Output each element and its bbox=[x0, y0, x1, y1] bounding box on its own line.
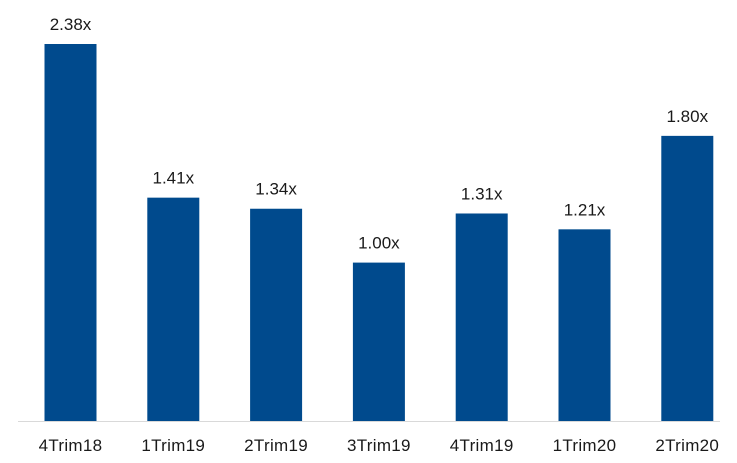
data-label-2Trim20: 1.80x bbox=[667, 107, 709, 126]
bar-1Trim19 bbox=[147, 197, 200, 421]
bar-1Trim20 bbox=[558, 229, 611, 421]
category-label-1Trim20: 1Trim20 bbox=[553, 436, 617, 455]
data-label-1Trim19: 1.41x bbox=[153, 169, 195, 188]
data-label-3Trim19: 1.00x bbox=[358, 234, 400, 253]
data-label-1Trim20: 1.21x bbox=[564, 200, 606, 219]
bar-3Trim19 bbox=[352, 262, 405, 421]
data-label-4Trim19: 1.31x bbox=[461, 184, 503, 203]
category-label-4Trim18: 4Trim18 bbox=[39, 436, 103, 455]
category-label-4Trim19: 4Trim19 bbox=[450, 436, 514, 455]
data-label-2Trim19: 1.34x bbox=[255, 180, 297, 199]
bars-group bbox=[44, 44, 714, 421]
data-label-4Trim18: 2.38x bbox=[50, 15, 92, 34]
bar-4Trim19 bbox=[455, 213, 508, 421]
category-label-3Trim19: 3Trim19 bbox=[347, 436, 411, 455]
category-label-2Trim19: 2Trim19 bbox=[244, 436, 308, 455]
data-labels-group: 2.38x 1.41x 1.34x 1.00x 1.31x 1.21x 1.80x bbox=[50, 15, 709, 253]
bar-4Trim18 bbox=[44, 44, 97, 421]
category-label-1Trim19: 1Trim19 bbox=[141, 436, 205, 455]
category-label-2Trim20: 2Trim20 bbox=[655, 436, 719, 455]
bar-2Trim19 bbox=[250, 208, 303, 421]
bar-2Trim20 bbox=[661, 135, 714, 421]
category-labels-group: 4Trim18 1Trim19 2Trim19 3Trim19 4Trim19 1Trim… bbox=[39, 436, 719, 455]
